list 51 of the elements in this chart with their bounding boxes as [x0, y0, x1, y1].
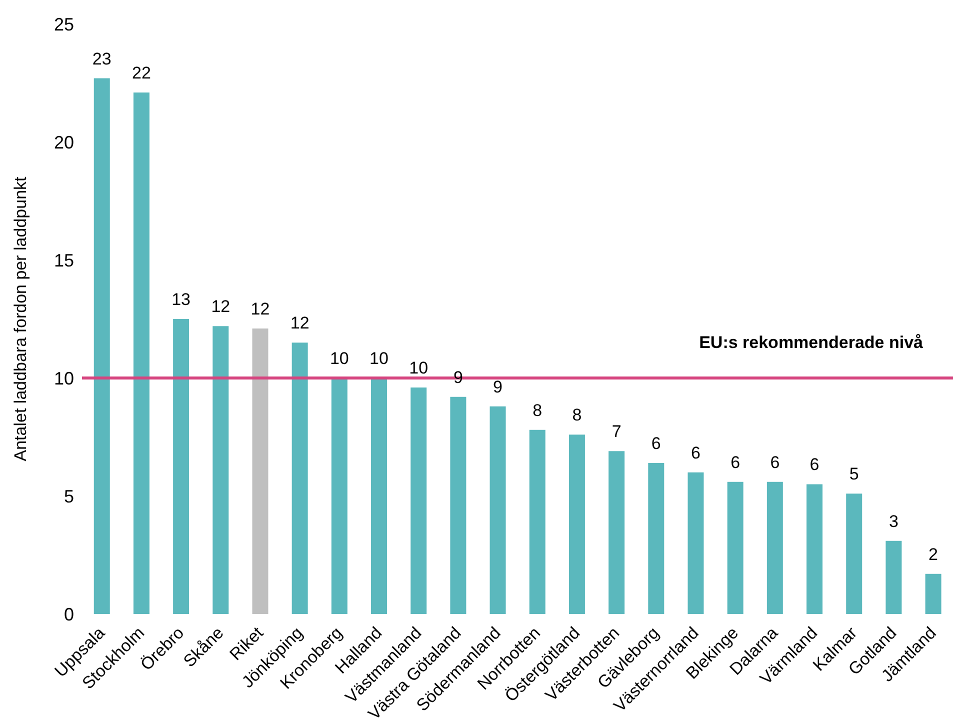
y-tick-label: 15: [54, 250, 74, 270]
bar: [212, 326, 229, 614]
data-label: 6: [770, 452, 780, 472]
data-label: 12: [211, 297, 230, 316]
data-label: 12: [290, 314, 310, 333]
data-label: 10: [370, 349, 388, 368]
y-tick-label: 5: [64, 486, 74, 506]
bar: [292, 342, 308, 614]
bar: [648, 462, 664, 614]
data-label: 6: [651, 434, 661, 453]
bar: [94, 78, 110, 614]
data-label: 7: [612, 422, 622, 442]
y-tick-label: 10: [54, 368, 74, 388]
bar: [846, 494, 862, 614]
y-tick-label: 20: [54, 132, 74, 152]
bar: [133, 92, 150, 614]
y-tick-label: 25: [54, 14, 74, 34]
bar: [529, 430, 546, 614]
y-tick-label: 0: [64, 604, 74, 624]
bar: [490, 406, 506, 614]
bar: [568, 434, 585, 614]
data-label: 6: [810, 455, 820, 474]
data-label: 5: [849, 464, 859, 484]
y-axis-title: Antalet laddbara fordon per laddpunkt: [11, 176, 30, 462]
bar: [925, 574, 942, 614]
data-label: 13: [172, 290, 191, 309]
bar: [727, 482, 744, 614]
data-label: 23: [92, 49, 112, 68]
bar: [688, 472, 704, 614]
bar: [331, 378, 348, 614]
data-label: 10: [409, 358, 428, 378]
data-label: 22: [132, 63, 151, 82]
data-label: 12: [250, 299, 270, 318]
data-label: 8: [532, 400, 542, 420]
bar: [252, 328, 268, 614]
bar: [450, 396, 466, 614]
data-label: 6: [730, 452, 740, 472]
bar: [371, 378, 388, 614]
bar: [173, 319, 190, 614]
data-label: 10: [330, 349, 349, 368]
bar: [608, 451, 625, 614]
bar: [766, 482, 783, 614]
bar: [806, 484, 823, 614]
bar: [886, 540, 902, 614]
data-label: 2: [928, 544, 938, 564]
data-label: 9: [493, 377, 503, 396]
data-label: 8: [572, 406, 582, 425]
data-label: 6: [691, 443, 700, 462]
data-label: 3: [888, 512, 898, 531]
ref-line-label: EU:s rekommenderade nivå: [699, 333, 924, 352]
bar: [410, 387, 427, 614]
